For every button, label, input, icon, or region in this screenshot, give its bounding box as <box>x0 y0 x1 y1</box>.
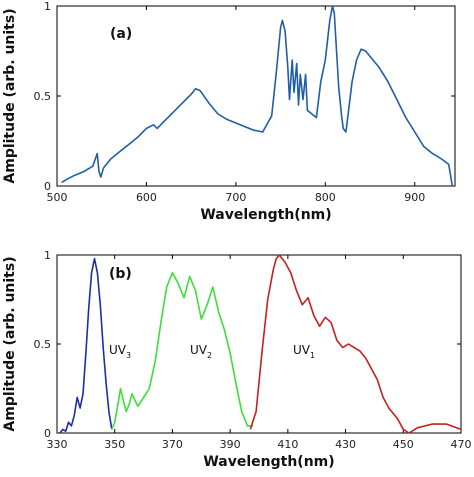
series-label: UV1 <box>293 343 315 360</box>
x-tick-label: 900 <box>404 191 425 204</box>
y-tick-label: 0.5 <box>34 338 52 351</box>
x-tick-label: 330 <box>47 438 68 451</box>
panel-b: 330 350 370 390 410 430 450 470 0 0.5 1 Wavelength(… <box>2 249 472 470</box>
series-line-uv1 <box>249 254 462 434</box>
panel-a: 500 600 700 800 900 0 0.5 1 Wavelength(nm) Amplit… <box>2 0 456 223</box>
x-tick-label: 600 <box>136 191 157 204</box>
x-tick-label: 470 <box>451 438 472 451</box>
series-label-sub: 1 <box>310 351 315 360</box>
panel-label: (b) <box>109 266 132 282</box>
y-tick-label: 0.5 <box>34 90 52 103</box>
x-tick-label: 800 <box>315 191 336 204</box>
x-axis-label: Wavelength(nm) <box>200 207 331 223</box>
series-label: UV2 <box>190 343 212 360</box>
series-label: UV3 <box>109 343 131 360</box>
y-tick-label: 1 <box>44 249 51 262</box>
y-tick-label: 0 <box>44 427 51 440</box>
x-tick-label: 350 <box>104 438 125 451</box>
x-tick-label: 410 <box>277 438 298 451</box>
y-axis-label: Amplitude (arb. units) <box>2 8 18 183</box>
series-label-sub: 3 <box>126 351 131 360</box>
series-label-main: UV <box>190 343 208 357</box>
series-line-uv3 <box>59 257 113 434</box>
panel-label: (a) <box>110 26 132 42</box>
series-label-main: UV <box>109 343 127 357</box>
y-tick-label: 1 <box>44 0 51 13</box>
x-tick-label: 500 <box>47 191 68 204</box>
y-tick-label: 0 <box>44 180 51 193</box>
series-label-sub: 2 <box>207 351 212 360</box>
series-line-spectrum <box>61 5 454 187</box>
x-tick-label: 390 <box>220 438 241 451</box>
x-tick-label: 450 <box>393 438 414 451</box>
y-axis-label: Amplitude (arb. units) <box>2 256 18 431</box>
series-line-uv2 <box>111 271 254 430</box>
x-tick-label: 700 <box>225 191 246 204</box>
x-tick-label: 370 <box>162 438 183 451</box>
x-axis-label: Wavelength(nm) <box>203 454 334 470</box>
series-label-main: UV <box>293 343 311 357</box>
x-tick-label: 430 <box>335 438 356 451</box>
